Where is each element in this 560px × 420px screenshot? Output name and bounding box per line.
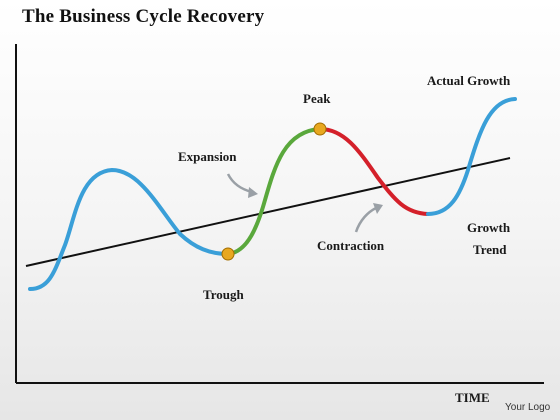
actual-growth-curve-segment (426, 97, 517, 216)
contraction-label: Contraction (317, 238, 385, 253)
growth-trend-line (25, 157, 511, 267)
peak-label: Peak (303, 91, 331, 106)
x-axis-label: TIME (455, 390, 490, 405)
growth-trend-label-line1: Growth (467, 220, 511, 235)
contraction-arrow (354, 203, 383, 233)
expansion-arrow (226, 173, 258, 198)
contraction-curve-segment (318, 127, 430, 216)
peak-marker (313, 122, 327, 136)
expansion-label: Expansion (178, 149, 237, 164)
page-title: The Business Cycle Recovery (22, 6, 265, 27)
expansion-curve-segment (226, 127, 322, 256)
logo-placeholder: Your Logo (505, 402, 551, 413)
growth-trend-label-line2: Trend (473, 242, 507, 257)
trough-marker (221, 247, 235, 261)
cycle-curve-initial (28, 167, 230, 291)
actual-growth-label: Actual Growth (427, 73, 511, 88)
trough-label: Trough (203, 287, 244, 302)
